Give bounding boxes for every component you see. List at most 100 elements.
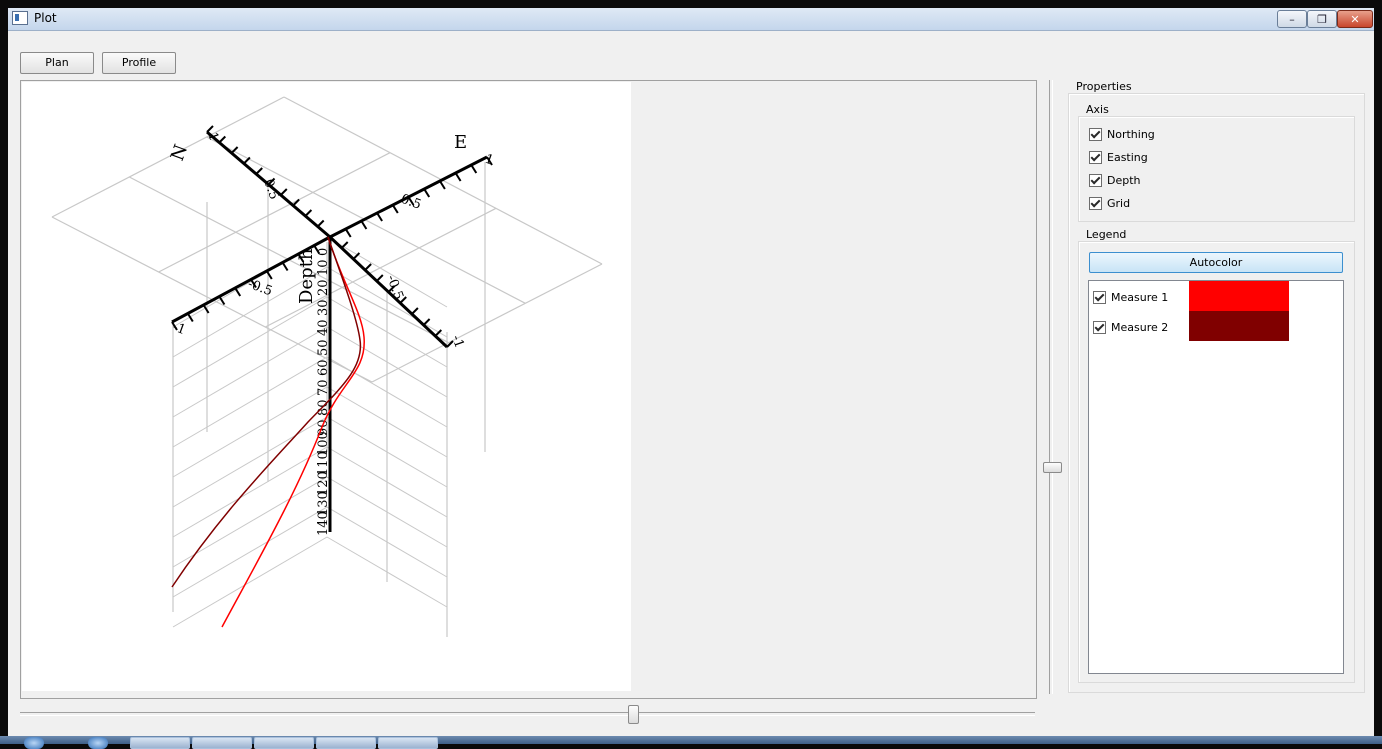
taskbar-item[interactable] — [192, 737, 252, 749]
plan-button[interactable]: Plan — [20, 52, 94, 74]
checkbox-check-icon[interactable] — [1089, 127, 1102, 141]
grid-depth-line — [172, 326, 328, 418]
maximize-button[interactable]: ❐ — [1307, 10, 1337, 28]
south-axis-tick — [376, 274, 384, 282]
depth-tick-label: 50 — [316, 339, 331, 356]
grid-depth-line — [326, 416, 448, 488]
grid-depth-line — [172, 266, 328, 358]
browser-icon[interactable] — [88, 737, 108, 749]
legend-color-swatch[interactable] — [1189, 281, 1289, 311]
northing-checkbox[interactable]: Northing — [1089, 127, 1155, 141]
legend-list[interactable]: Measure 1 Measure 2 — [1088, 280, 1344, 674]
depth-tick-label: 10 — [316, 259, 331, 276]
taskbar-item[interactable] — [254, 737, 314, 749]
south-tick-label: -1 — [448, 333, 466, 350]
taskbar-item[interactable] — [316, 737, 376, 749]
legend-group — [1078, 241, 1355, 683]
north-axis-tick — [255, 167, 263, 175]
north-axis-tick — [280, 188, 288, 196]
horizontal-slider-track[interactable] — [20, 712, 1035, 716]
east-tick-label: 1 — [483, 152, 496, 169]
depth-tick-label: 60 — [316, 359, 331, 376]
grid-depth-line — [172, 476, 328, 568]
grid-checkbox[interactable]: Grid — [1089, 196, 1130, 210]
3d-plot[interactable]: N10.5E0.51-1-0.5-1-0.5010203040506070809… — [22, 82, 631, 691]
checkbox-check-icon[interactable] — [1093, 320, 1106, 334]
south-axis-tick — [434, 329, 443, 337]
west-axis-tick — [281, 261, 289, 272]
grid-depth-line — [172, 536, 328, 628]
checkbox-label: Depth — [1107, 173, 1141, 187]
checkbox-label: Easting — [1107, 150, 1148, 164]
east-axis-tick — [470, 164, 478, 174]
west-axis-tick — [186, 312, 194, 323]
south-axis-tick — [411, 307, 419, 315]
close-button[interactable]: ✕ — [1337, 10, 1373, 28]
grid-depth-line — [172, 506, 328, 598]
start-orb-icon[interactable] — [24, 737, 44, 749]
checkbox-check-icon[interactable] — [1089, 150, 1102, 164]
checkbox-check-icon[interactable] — [1089, 196, 1102, 210]
west-axis-tick — [250, 278, 257, 289]
depth-tick-label: 40 — [316, 319, 331, 336]
grid-depth-line — [326, 386, 448, 458]
depth-checkbox[interactable]: Depth — [1089, 173, 1141, 187]
grid-depth-line — [326, 446, 448, 518]
east-tick-label: 0.5 — [399, 192, 424, 213]
east-axis-tick — [486, 156, 493, 166]
measure-2-trajectory — [171, 236, 362, 588]
south-axis-tick — [422, 318, 431, 326]
grid-depth-line — [326, 296, 448, 368]
legend-color-swatch[interactable] — [1189, 311, 1289, 341]
minimize-button[interactable]: – — [1277, 10, 1307, 28]
north-axis-tick — [243, 156, 251, 165]
east-axis-tick — [407, 196, 415, 206]
checkbox-check-icon[interactable] — [1089, 173, 1102, 187]
north-axis-tick — [206, 125, 214, 133]
legend-item-label: Measure 1 — [1111, 290, 1169, 304]
horizontal-slider-handle[interactable] — [628, 705, 639, 724]
west-axis-tick — [313, 244, 321, 255]
axis-group-title: Axis — [1084, 103, 1111, 116]
checkbox-check-icon[interactable] — [1093, 290, 1106, 304]
legend-item[interactable]: Measure 2 — [1093, 320, 1168, 334]
vertical-slider-handle[interactable] — [1043, 462, 1062, 473]
north-axis-tick — [230, 146, 239, 154]
west-axis-tick — [297, 253, 305, 263]
south-axis-tick — [352, 252, 361, 260]
easting-checkbox[interactable]: Easting — [1089, 150, 1148, 164]
grid-depth-line — [326, 236, 448, 308]
plot-canvas[interactable]: N 1 0.5 E 0.5 1 -1 -0.5 -1 -0.5 0 10 20 30 40 50 60 70 80 9… — [22, 82, 631, 691]
east-axis-tick — [391, 204, 399, 214]
grid-depth-line — [326, 476, 448, 548]
east-axis-tick — [360, 220, 368, 230]
depth-tick-label: 30 — [316, 299, 331, 316]
east-axis-tick — [376, 212, 383, 222]
north-axis-tick — [267, 177, 276, 186]
north-axis-label: N — [167, 142, 192, 164]
autocolor-button[interactable]: Autocolor — [1089, 252, 1343, 273]
grid-depth-line — [172, 386, 328, 478]
north-axis-tick — [218, 135, 227, 144]
depth-tick-label: 0 — [316, 248, 331, 256]
depth-tick-label: 130 — [316, 491, 331, 516]
depth-tick-label: 120 — [316, 471, 331, 496]
window-title: Plot — [34, 11, 57, 25]
south-axis-tick — [446, 340, 454, 348]
depth-tick-label: 110 — [316, 451, 331, 476]
checkbox-label: Grid — [1107, 196, 1131, 210]
north-axis-tick — [316, 219, 325, 228]
grid-top-line — [265, 207, 497, 328]
grid-depth-line — [326, 356, 448, 428]
splitter-vertical[interactable] — [1049, 80, 1053, 694]
legend-item[interactable]: Measure 1 — [1093, 290, 1168, 304]
north-tick-label: 0.5 — [260, 177, 281, 202]
measure-1-trajectory — [221, 236, 365, 628]
profile-button[interactable]: Profile — [102, 52, 176, 74]
west-axis-tick — [265, 270, 273, 280]
taskbar-item[interactable] — [130, 737, 190, 749]
depth-tick-label: 20 — [316, 279, 331, 296]
depth-tick-label: 80 — [316, 399, 331, 416]
grid-depth-line — [326, 506, 448, 578]
taskbar-item[interactable] — [378, 737, 438, 749]
